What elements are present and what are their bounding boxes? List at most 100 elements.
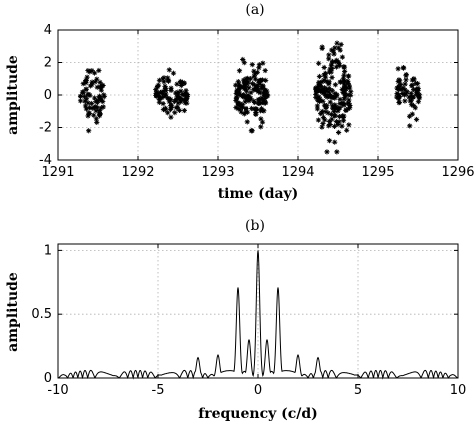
data-point (403, 77, 409, 83)
data-point (412, 105, 418, 111)
data-point (182, 90, 188, 96)
data-point (258, 96, 264, 102)
data-point (333, 119, 340, 125)
panel-a-xtick-label: 1293 (201, 165, 234, 180)
data-point (314, 106, 321, 112)
data-point (161, 75, 167, 81)
data-point (94, 105, 100, 111)
data-point (174, 104, 181, 110)
data-point (323, 88, 329, 94)
data-point (247, 97, 253, 103)
data-point (163, 91, 169, 97)
data-point (154, 93, 160, 99)
panel-b-xtick-label: -10 (47, 383, 68, 398)
panel-a-ticks: 1291 1292 1293 1294 1295 1296 -4 -2 0 2 4 (39, 23, 474, 180)
data-point (329, 65, 335, 72)
data-point (262, 90, 268, 97)
data-point (248, 95, 254, 101)
data-point (235, 91, 241, 98)
data-point (323, 78, 329, 84)
data-point (168, 96, 174, 103)
data-point (332, 90, 338, 97)
data-point (156, 94, 163, 100)
data-point (236, 68, 243, 74)
data-point (316, 60, 322, 66)
data-point (340, 76, 346, 82)
data-point (253, 106, 259, 113)
data-point (341, 101, 347, 107)
data-point (334, 40, 340, 46)
panel-b-xtick-label: -5 (152, 383, 165, 398)
data-point (327, 66, 333, 72)
panel-a-ytick-label: -2 (39, 121, 52, 136)
data-point (344, 127, 350, 133)
data-point (256, 62, 262, 68)
data-point (160, 101, 166, 107)
panel-b-ylabel: amplitude (5, 272, 21, 352)
data-point (258, 85, 264, 92)
data-point (342, 91, 348, 97)
data-point (77, 98, 84, 104)
data-point (183, 96, 190, 102)
data-point (341, 96, 347, 102)
data-point (95, 97, 101, 104)
data-point (241, 85, 248, 92)
data-point (241, 60, 247, 66)
data-point (156, 99, 162, 105)
data-point (319, 44, 325, 50)
data-point (335, 108, 341, 114)
data-point (395, 78, 401, 85)
data-point (97, 111, 103, 117)
data-point (97, 79, 103, 85)
data-point (337, 47, 343, 53)
data-point (413, 116, 420, 123)
data-point (233, 97, 239, 104)
data-point (326, 138, 333, 144)
data-point (327, 121, 333, 128)
data-point (322, 104, 329, 110)
data-point (328, 94, 334, 100)
data-point (165, 78, 172, 84)
data-point (409, 111, 415, 117)
data-point (313, 89, 320, 95)
data-point (329, 47, 335, 53)
data-point (89, 68, 95, 74)
data-point (249, 105, 255, 112)
data-point (261, 108, 267, 114)
data-point (97, 84, 103, 90)
data-point (336, 129, 342, 136)
data-point (181, 80, 187, 86)
data-point (89, 105, 95, 111)
data-point (402, 98, 408, 104)
data-point (346, 122, 352, 128)
data-point (332, 113, 338, 119)
data-point (338, 41, 344, 48)
data-point (82, 98, 88, 104)
data-point (78, 93, 84, 99)
data-point (153, 86, 159, 93)
data-point (326, 85, 332, 92)
data-point (236, 83, 242, 90)
data-point (332, 82, 338, 88)
data-point (332, 139, 338, 145)
data-point (89, 79, 95, 85)
data-point (343, 107, 349, 113)
data-point (240, 56, 246, 63)
data-point (233, 82, 239, 88)
data-point (262, 67, 268, 74)
data-point (242, 99, 248, 105)
data-point (243, 88, 250, 94)
panel-a-xtick-label: 1294 (281, 165, 314, 180)
data-point (233, 104, 239, 111)
data-point (348, 92, 354, 98)
data-point (175, 100, 181, 106)
data-point (162, 93, 168, 99)
panel-a-ytick-label: -4 (39, 153, 52, 168)
data-point (328, 111, 334, 118)
data-point (339, 123, 345, 129)
data-point (178, 78, 184, 85)
data-point (166, 67, 172, 73)
data-point (321, 77, 327, 83)
data-point (320, 98, 326, 104)
data-point (337, 79, 343, 85)
